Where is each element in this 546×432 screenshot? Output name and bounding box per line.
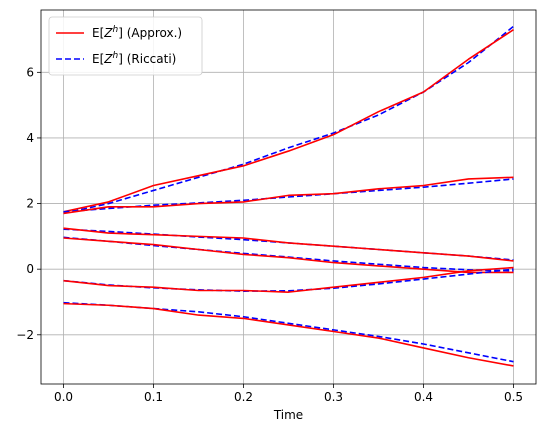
legend-label-variable: Z — [103, 26, 113, 40]
y-tick-label: 2 — [26, 197, 34, 211]
legend-label-superscript: h — [113, 25, 119, 35]
x-tick-label: 0.3 — [324, 390, 343, 404]
y-tick-label: 4 — [26, 131, 34, 145]
y-tick-label: 6 — [26, 65, 34, 79]
riccati-series-line-0 — [63, 25, 515, 215]
approx-series-line-5 — [63, 227, 514, 262]
plot-frame — [40, 9, 537, 385]
x-tick-label: 0.2 — [234, 390, 253, 404]
legend: E[Zh] (Approx.)E[Zh] (Riccati) — [48, 16, 203, 76]
x-tick-label: 0.0 — [54, 390, 73, 404]
legend-label-0: E[Zh] (Approx.) — [92, 25, 182, 40]
x-axis-label: Time — [273, 408, 303, 422]
approx-series-line-11 — [63, 302, 514, 367]
x-tick-label: 0.4 — [414, 390, 433, 404]
y-tick-label: 0 — [26, 262, 34, 276]
legend-label-1: E[Zh] (Riccati) — [92, 51, 176, 66]
legend-box — [48, 16, 203, 76]
legend-label-variable: Z — [103, 52, 113, 66]
y-tick-label: −2 — [16, 328, 34, 342]
legend-label-suffix: ] (Approx.) — [118, 26, 182, 40]
series-group — [63, 25, 515, 367]
x-tick-label: 0.5 — [504, 390, 523, 404]
y-axis: −2 0 2 4 6 — [16, 65, 41, 342]
approx-series-line-7 — [63, 237, 514, 274]
legend-label-superscript: h — [113, 51, 119, 61]
x-tick-label: 0.1 — [144, 390, 163, 404]
approx-series-line-1 — [63, 29, 514, 213]
legend-label-prefix: E[ — [92, 26, 104, 40]
legend-label-suffix: ] (Riccati) — [118, 52, 176, 66]
legend-label-prefix: E[ — [92, 52, 104, 66]
approx-series-line-9 — [63, 266, 514, 293]
approx-series-line-3 — [63, 176, 514, 215]
x-axis: 0.0 0.1 0.2 0.3 0.4 0.5 — [54, 384, 523, 404]
